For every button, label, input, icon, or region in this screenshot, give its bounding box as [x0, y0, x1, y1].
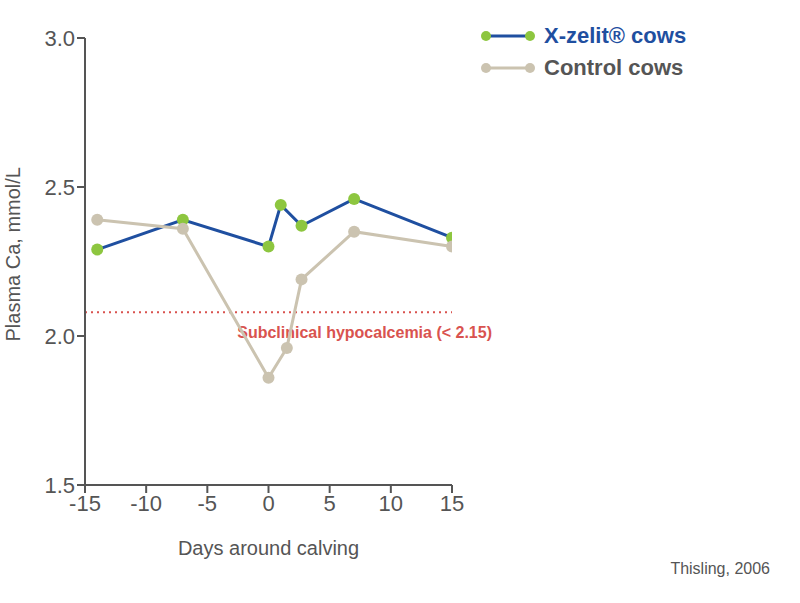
- svg-text:10: 10: [379, 491, 403, 516]
- svg-text:Subclinical hypocalcemia (< 2.: Subclinical hypocalcemia (< 2.15): [237, 324, 492, 341]
- svg-text:-15: -15: [69, 490, 101, 516]
- svg-text:Days around calving: Days around calving: [178, 537, 359, 559]
- svg-text:1.5: 1.5: [44, 473, 75, 498]
- svg-text:3.0: 3.0: [44, 26, 75, 51]
- svg-text:2.0: 2.0: [44, 324, 75, 349]
- svg-text:-5: -5: [198, 491, 218, 516]
- svg-text:-10: -10: [130, 491, 162, 516]
- html-text:X-zelit® cows: X-zelit® cows: [544, 23, 687, 48]
- svg-text:5: 5: [324, 491, 336, 516]
- html-text:Control cows: Control cows: [544, 55, 684, 80]
- svg-text:2.5: 2.5: [44, 175, 75, 200]
- svg-text:Plasma Ca, mmol/L: Plasma Ca, mmol/L: [8, 167, 24, 342]
- svg-text:0: 0: [262, 491, 274, 516]
- svg-text:15: 15: [440, 491, 464, 516]
- html-text:Thisling, 2006: Thisling, 2006: [670, 560, 770, 577]
